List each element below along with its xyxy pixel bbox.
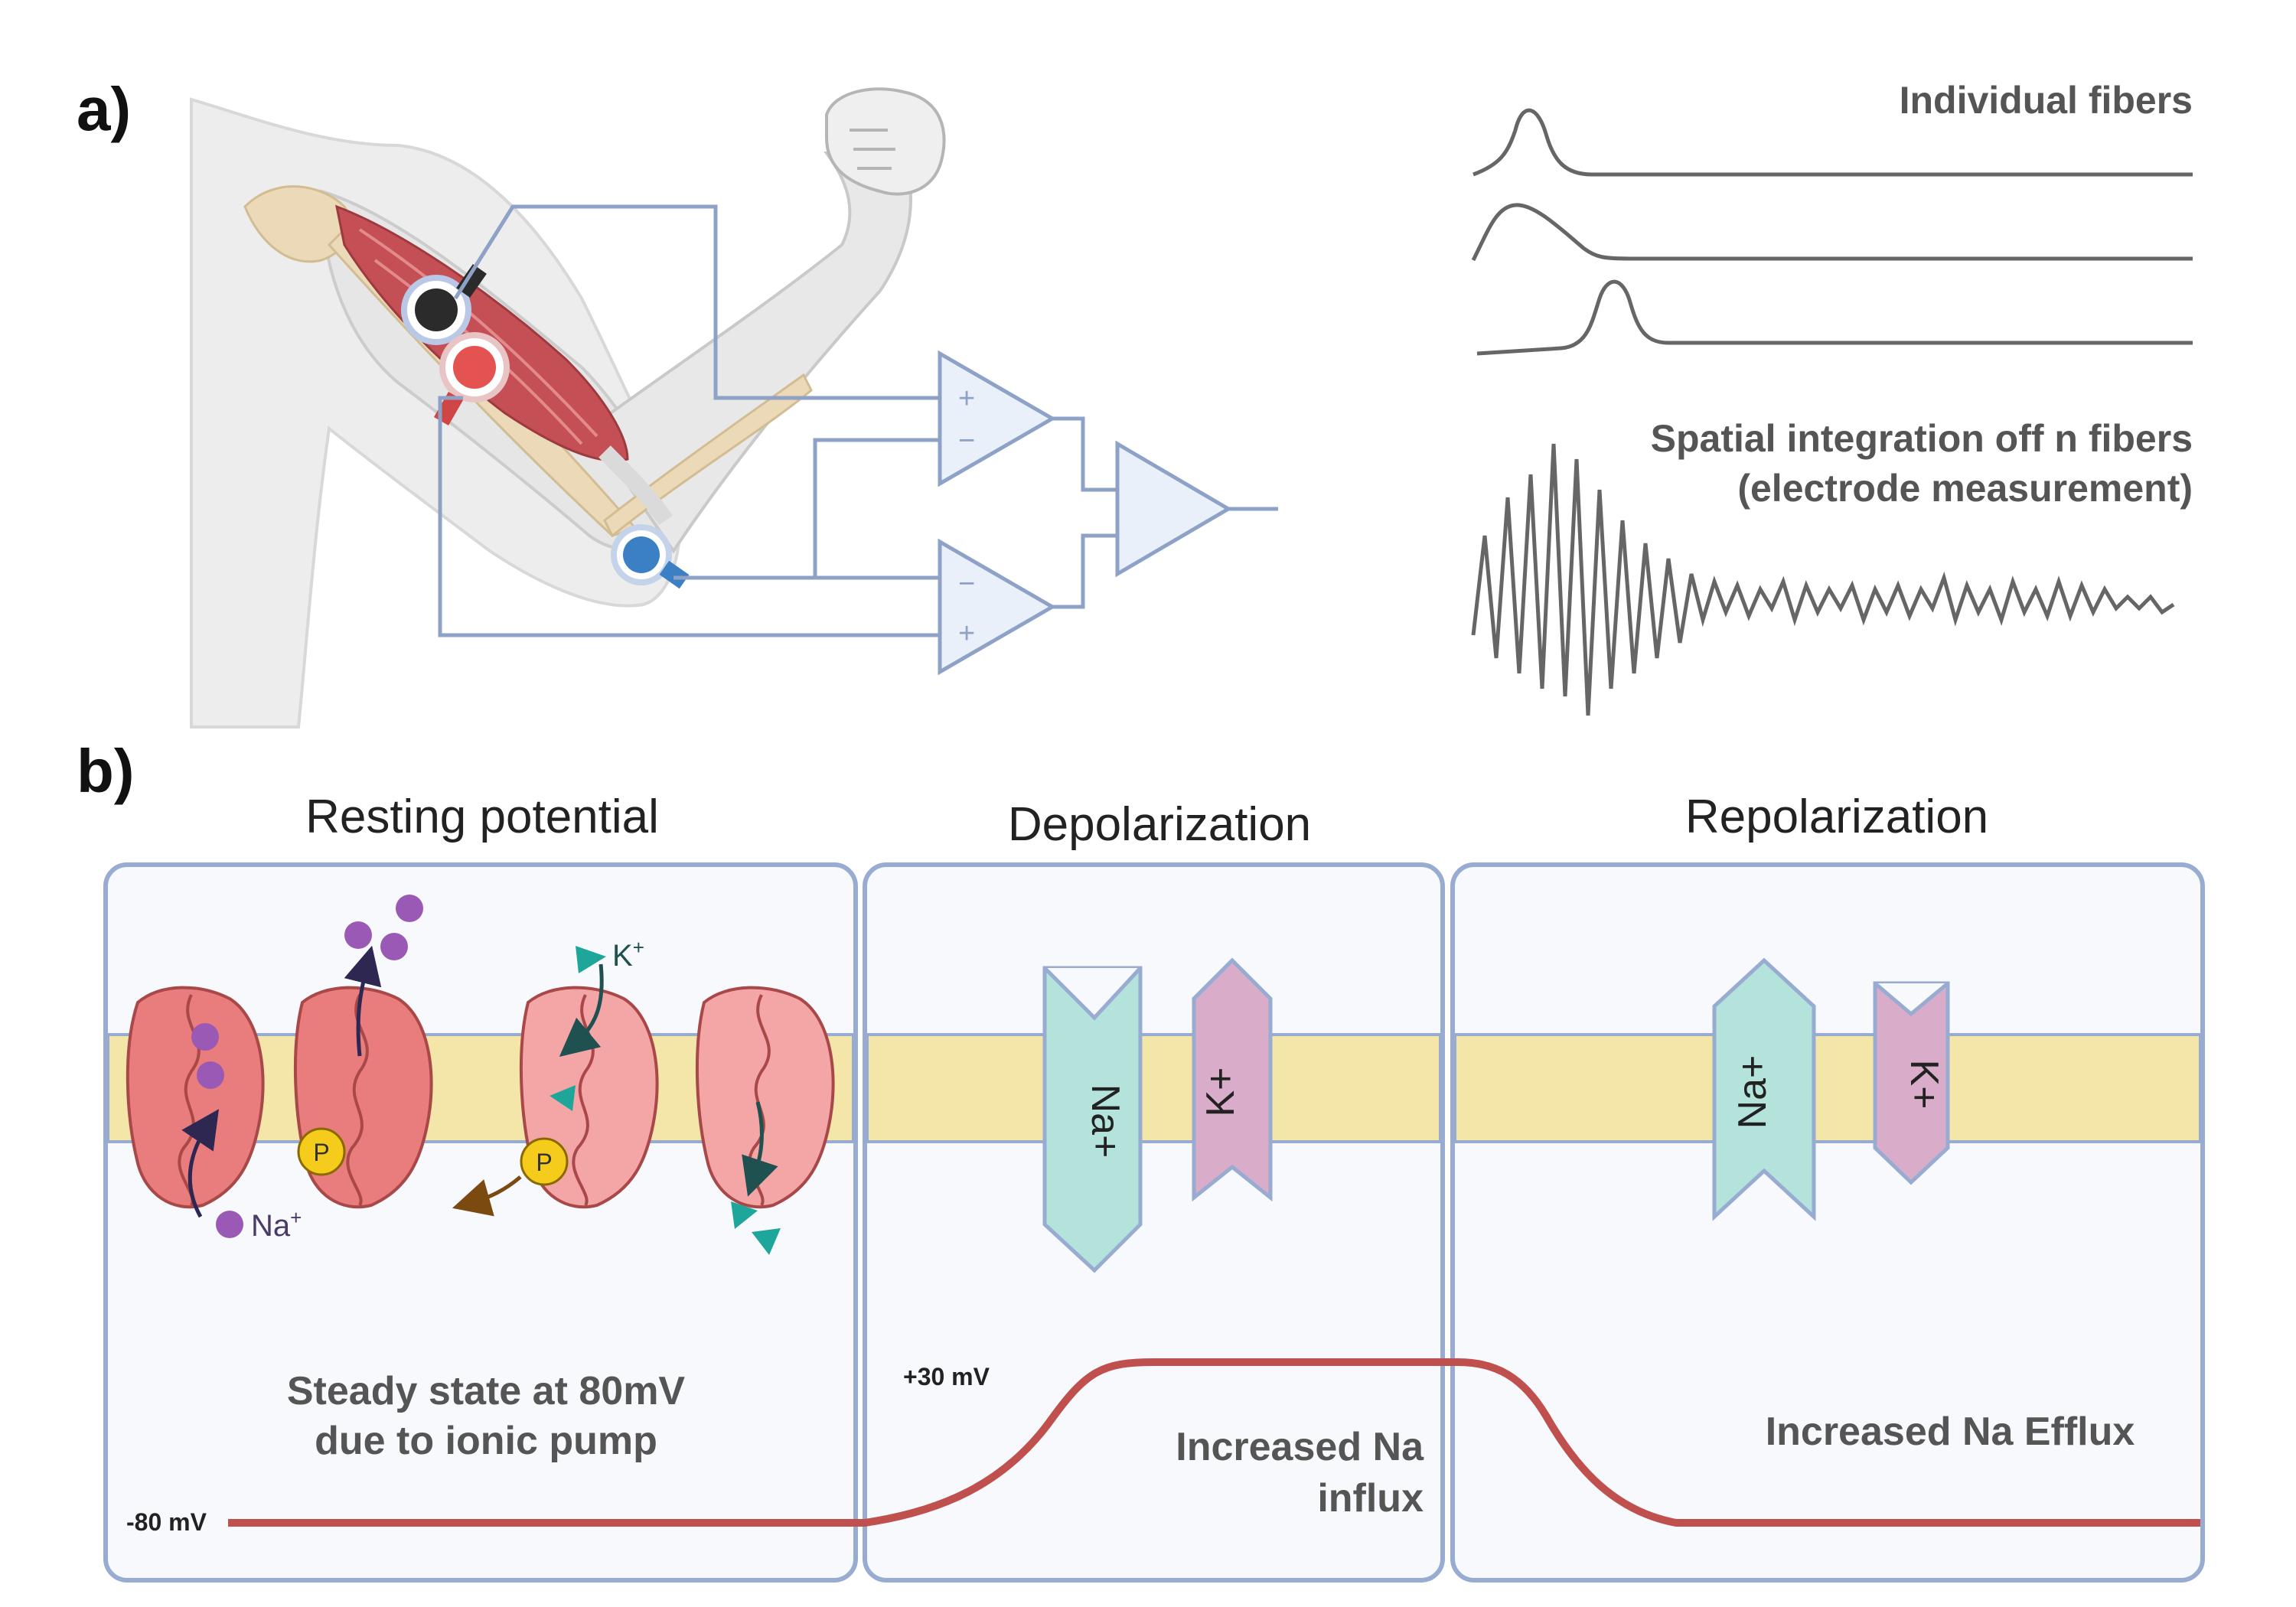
amplifier-top: + − [938,350,1056,487]
potassium-pump-1: P [452,963,659,1217]
repolarization-caption: Increased Na Efflux [1766,1410,2135,1454]
arm-illustration [190,87,946,729]
individual-fibers-title: Individual fibers [1900,79,2193,122]
depolarization-voltage: +30 mV [903,1363,990,1390]
fist [825,87,946,196]
individual-fiber-traces [1471,108,2193,356]
electrode-blue [611,524,690,589]
depolarization-title: Depolarization [1008,798,1311,851]
amplifier-bottom: − + [938,538,1056,676]
resting-title: Resting potential [305,790,659,843]
na-ion-outside [396,895,423,922]
electrode-red [433,332,510,425]
fiber-trace-2 [1471,203,2193,262]
panel-b-label: b) [77,737,135,805]
spatial-title-line2: (electrode measurement) [1737,467,2193,510]
amp-bottom-plus: + [958,618,975,650]
phosphate-label-1: P [313,1139,329,1166]
phosphate [297,1127,346,1176]
k-channel-label: K+ [1199,1067,1243,1116]
na-channel-label: Na+ [1083,1084,1127,1159]
k-ion-label: K+ [612,936,644,973]
electrode-wiring [438,204,1278,637]
panel-a-label: a) [77,75,131,143]
repolarization-title: Repolarization [1685,790,1988,843]
membrane-depolarization [866,1033,1442,1143]
repolarization-panel [1450,862,2205,1583]
amp-bottom-minus: − [958,568,975,600]
fiber-trace-1 [1473,108,2193,177]
na-channel-depolarization: Na+ [1042,966,1143,1273]
k-channel-repolarization: K+ [1873,981,1950,1185]
na-ion-outside [380,933,408,960]
phosphate-label-2: P [536,1149,552,1176]
amp-top-plus: + [958,383,975,415]
resting-caption-line1: Steady state at 80mV [287,1369,686,1413]
depolarization-caption-line2: influx [1317,1476,1424,1521]
sodium-pump-1 [126,986,265,1218]
depolarization-panel [863,862,1445,1583]
sodium-pump-2: P [293,945,433,1209]
membrane-voltage-trace [228,1358,2200,1527]
phosphate [520,1137,569,1186]
na-ion-label: Na+ [251,1206,302,1243]
membrane-repolarization [1453,1033,2202,1143]
electrode-black [401,264,487,345]
k-ion-inside [731,1201,758,1229]
emg-composite-trace [1471,443,2175,716]
fiber-trace-3 [1476,279,2193,356]
amplifier-output [1115,440,1232,578]
na-channel-label-repol: Na+ [1730,1055,1775,1129]
resting-caption-line2: due to ionic pump [315,1419,657,1463]
potassium-pump-2 [695,986,835,1209]
k-channel-label-repol: K+ [1902,1059,1946,1109]
na-channel-repolarization: Na+ [1712,957,1816,1221]
amp-top-minus: − [958,425,975,457]
depolarization-caption-line1: Increased Na [1176,1425,1424,1469]
resting-voltage: -80 mV [126,1508,207,1536]
na-ion [197,1061,224,1089]
spatial-title-line1: Spatial integration off n fibers [1651,417,2193,460]
na-ion-inside [216,1211,243,1238]
na-ion-outside [344,921,372,949]
k-ion-outside [576,946,606,973]
na-ion [191,1023,219,1051]
k-ion-inner [550,1085,576,1111]
k-ion-inside [752,1228,781,1255]
k-channel-depolarization: K+ [1192,957,1273,1202]
